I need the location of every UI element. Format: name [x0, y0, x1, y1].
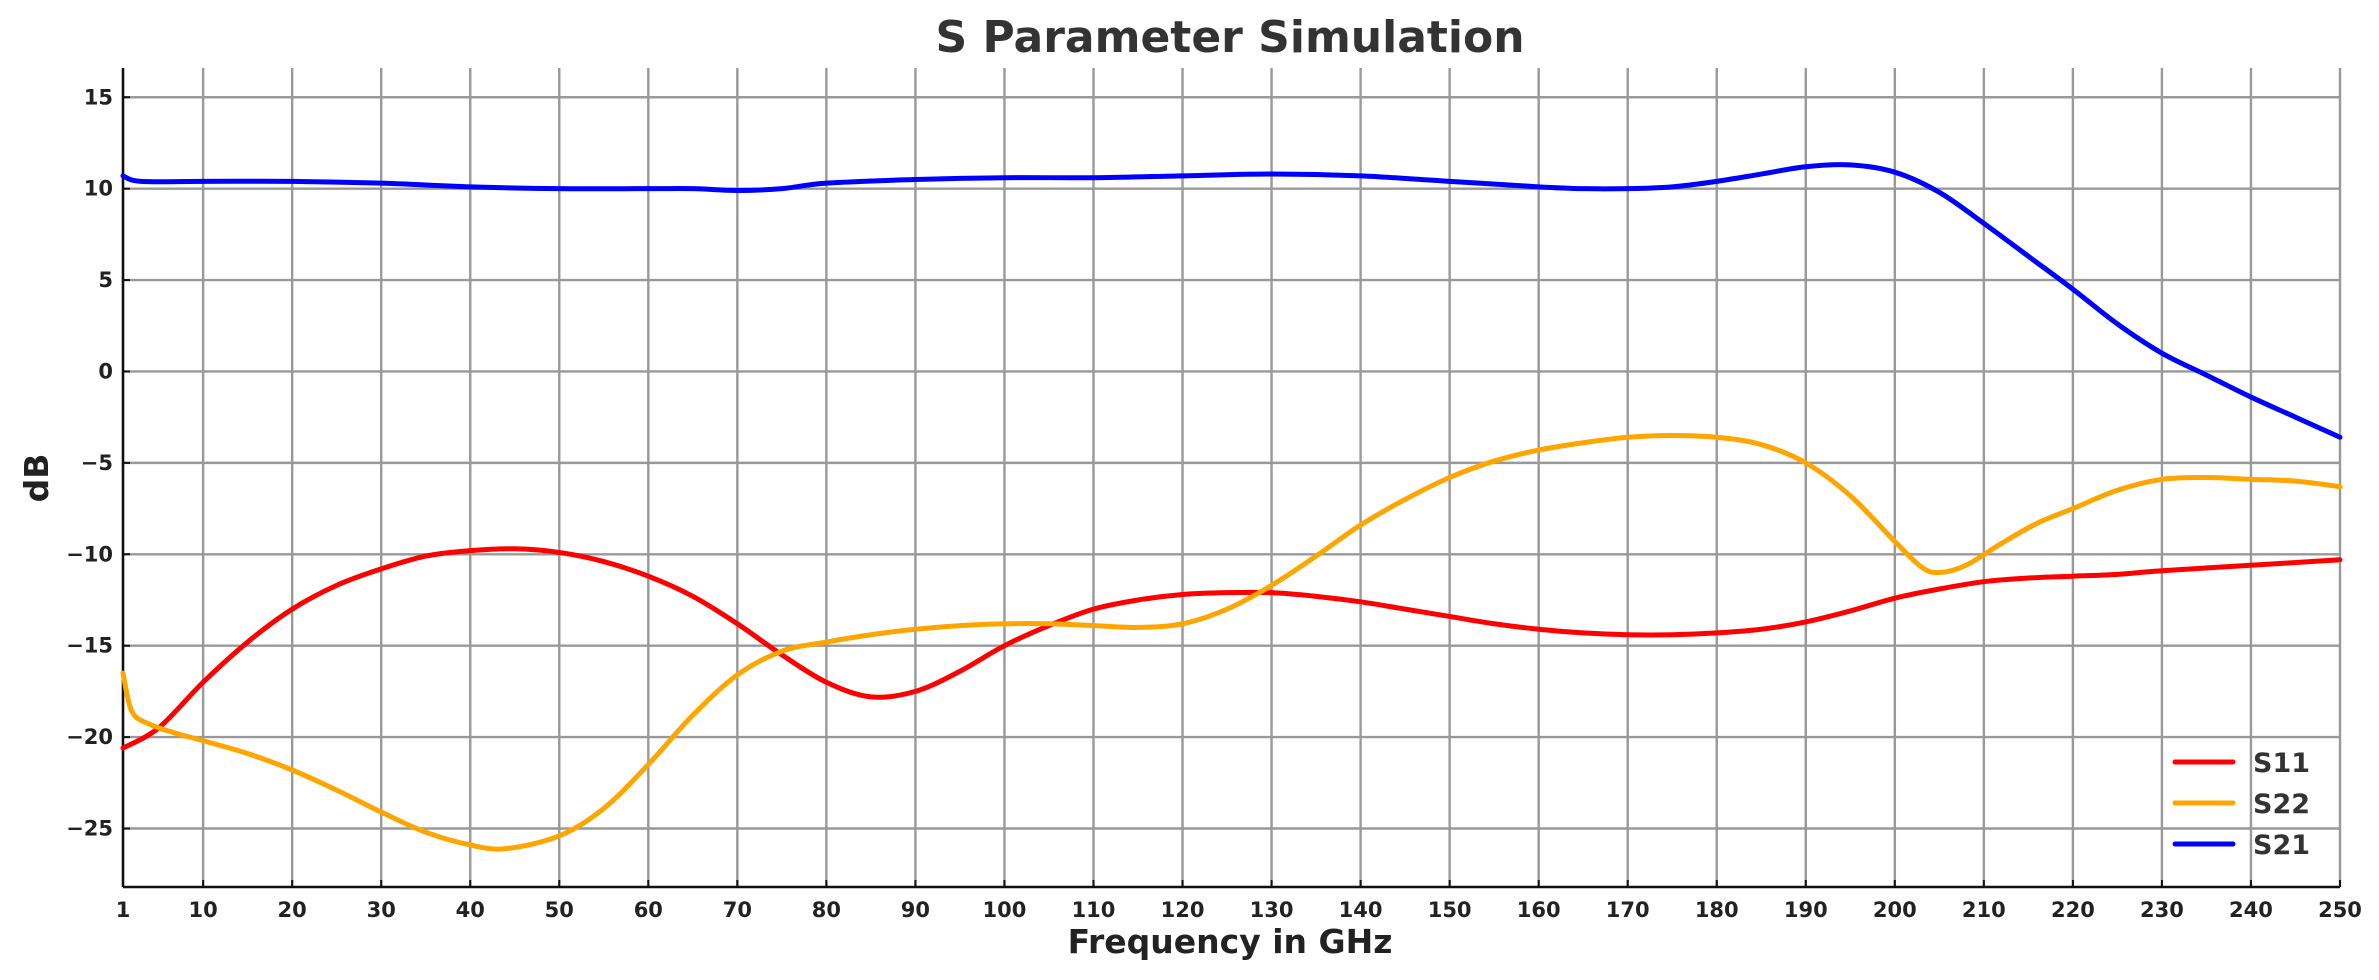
- x-tick-label: 230: [2140, 898, 2184, 922]
- legend-label-s21: S21: [2253, 830, 2310, 861]
- x-tick-label: 30: [367, 898, 396, 922]
- series-lines: [120, 162, 2343, 852]
- x-tick-label: 170: [1606, 898, 1650, 922]
- x-tick-label: 80: [812, 898, 841, 922]
- x-tick-label: 50: [545, 898, 574, 922]
- x-tick-label: 210: [1962, 898, 2006, 922]
- x-tick-label: 130: [1250, 898, 1294, 922]
- series-line-s22: [120, 432, 2343, 852]
- x-tick-label: 1: [116, 898, 131, 922]
- x-tick-label: 160: [1517, 898, 1561, 922]
- x-tick-label: 220: [2051, 898, 2095, 922]
- y-tick-label: −10: [66, 542, 113, 566]
- legend-label-s11: S11: [2253, 748, 2310, 779]
- y-tick-label: 10: [84, 177, 113, 201]
- x-tick-label: 110: [1072, 898, 1116, 922]
- x-tick-label: 190: [1784, 898, 1828, 922]
- y-tick-label: 15: [84, 85, 113, 109]
- x-tick-label: 100: [983, 898, 1027, 922]
- x-tick-label: 240: [2229, 898, 2273, 922]
- x-axis-label: Frequency in GHz: [1068, 922, 1393, 961]
- series-line-s11: [120, 546, 2343, 751]
- x-tick-label: 250: [2318, 898, 2362, 922]
- y-tick-label: −20: [66, 725, 113, 749]
- grid: [123, 68, 2342, 887]
- y-tick-label: −5: [81, 451, 113, 475]
- x-tick-label: 150: [1428, 898, 1472, 922]
- legend: S11 S22 S21: [2172, 748, 2310, 861]
- x-tick-label: 200: [1873, 898, 1917, 922]
- x-tick-label: 60: [634, 898, 663, 922]
- y-tick-labels: 15 10 5 0 −5 −10 −15 −20 −25: [66, 85, 130, 841]
- y-tick-label: 5: [98, 268, 113, 292]
- x-tick-label: 70: [723, 898, 752, 922]
- x-tick-label: 180: [1695, 898, 1739, 922]
- legend-label-s22: S22: [2253, 789, 2310, 820]
- chart-title: S Parameter Simulation: [935, 12, 1524, 63]
- y-tick-label: 0: [98, 359, 113, 383]
- x-tick-label: 10: [189, 898, 218, 922]
- y-tick-label: −25: [66, 817, 113, 841]
- x-tick-label: 120: [1161, 898, 1205, 922]
- axes: [121, 68, 2340, 889]
- y-axis-label: dB: [17, 454, 56, 503]
- x-tick-label: 90: [901, 898, 930, 922]
- x-tick-label: 40: [456, 898, 485, 922]
- y-tick-label: −15: [66, 634, 113, 658]
- x-tick-label: 140: [1339, 898, 1383, 922]
- series-line-s21: [120, 162, 2343, 440]
- x-tick-labels: 1 10 20 30 40 50 60 70 80 90 100 110 120 130 140 150 160…: [116, 880, 2362, 922]
- x-tick-label: 20: [278, 898, 307, 922]
